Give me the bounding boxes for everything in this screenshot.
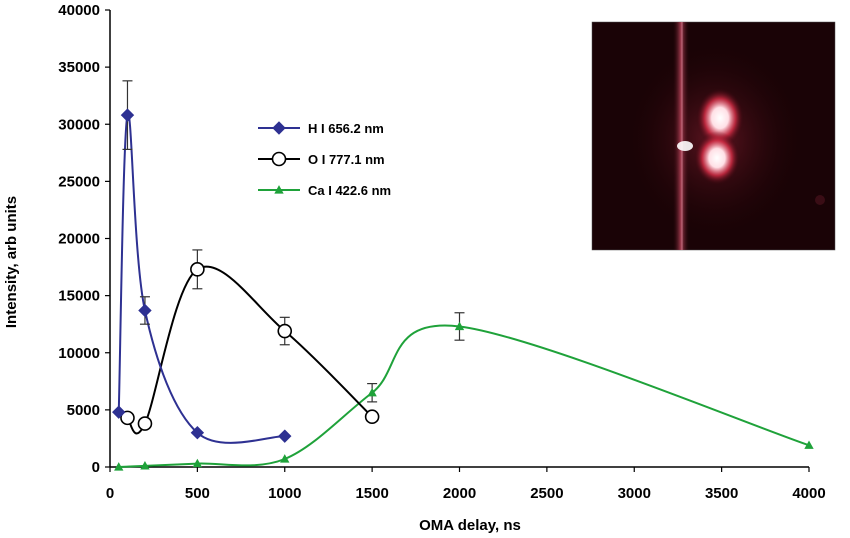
axes: 0 500 1000 1500 2000 2500 3000 3500 4000 0 5000 10… (58, 2, 825, 502)
data-point-o-i-777-1-nm (277, 323, 293, 339)
x-tick-label: 3000 (618, 485, 651, 502)
y-tick-label: 0 (92, 459, 100, 476)
data-point-o-i-777-1-nm (137, 416, 153, 431)
data-point-ca-i-422-6-nm (367, 387, 377, 397)
data-point-ca-i-422-6-nm (804, 440, 814, 449)
x-tick-label: 3500 (705, 485, 738, 502)
y-tick-label: 40000 (58, 2, 100, 19)
legend-marker-o-i-777-1-nm (271, 151, 287, 167)
x-tick-label: 1000 (268, 485, 301, 502)
x-tick-label: 0 (106, 485, 114, 502)
y-axis-title: Intensity, arb units (3, 196, 20, 328)
series-o-i-777-1-nm (120, 249, 380, 435)
legend-item-h-i-656-2-nm: H I 656.2 nm (258, 121, 384, 136)
y-tick-label: 10000 (58, 345, 100, 362)
data-point-ca-i-422-6-nm (114, 462, 124, 471)
series-ca-i-422-6-nm (114, 312, 814, 471)
data-point-ca-i-422-6-nm (140, 461, 150, 470)
y-tick-label: 20000 (58, 231, 100, 248)
legend-marker-ca-i-422-6-nm (274, 185, 284, 194)
y-tick-label: 15000 (58, 288, 100, 305)
data-point-o-i-777-1-nm (364, 409, 380, 425)
data-point-h-i-656-2-nm (138, 303, 152, 318)
legend: H I 656.2 nm O I 777.1 nm Ca I 422.6 nm (258, 121, 391, 198)
legend-item-ca-i-422-6-nm: Ca I 422.6 nm (258, 183, 391, 198)
x-tick-label: 500 (185, 485, 210, 502)
x-tick-label: 1500 (355, 485, 388, 502)
y-tick-label: 30000 (58, 116, 100, 133)
data-point-h-i-656-2-nm (120, 108, 135, 122)
series-line-h-i-656-2-nm (117, 112, 285, 444)
y-tick-label: 35000 (58, 59, 100, 76)
data-point-ca-i-422-6-nm (280, 454, 290, 463)
legend-item-o-i-777-1-nm: O I 777.1 nm (258, 151, 385, 167)
data-point-o-i-777-1-nm (190, 262, 205, 277)
data-point-h-i-656-2-nm (112, 405, 126, 419)
data-point-o-i-777-1-nm (120, 410, 135, 426)
data-point-h-i-656-2-nm (190, 426, 205, 440)
data-point-h-i-656-2-nm (278, 429, 292, 443)
y-tick-label: 5000 (67, 402, 100, 419)
x-tick-label: 4000 (792, 485, 825, 502)
legend-label: H I 656.2 nm (308, 121, 384, 136)
legend-label: Ca I 422.6 nm (308, 183, 391, 198)
y-tick-label: 25000 (58, 173, 100, 190)
inset-plasma-photo (591, 21, 836, 251)
series-line-o-i-777-1-nm (126, 265, 373, 435)
legend-label: O I 777.1 nm (308, 152, 385, 167)
data-point-ca-i-422-6-nm (192, 458, 203, 468)
x-axis-title: OMA delay, ns (419, 517, 521, 534)
data-point-ca-i-422-6-nm (454, 321, 465, 331)
series-h-i-656-2-nm (112, 80, 292, 444)
series-line-ca-i-422-6-nm (118, 324, 810, 468)
x-tick-label: 2000 (443, 485, 476, 502)
x-tick-label: 2500 (530, 485, 563, 502)
legend-marker-h-i-656-2-nm (272, 121, 286, 135)
